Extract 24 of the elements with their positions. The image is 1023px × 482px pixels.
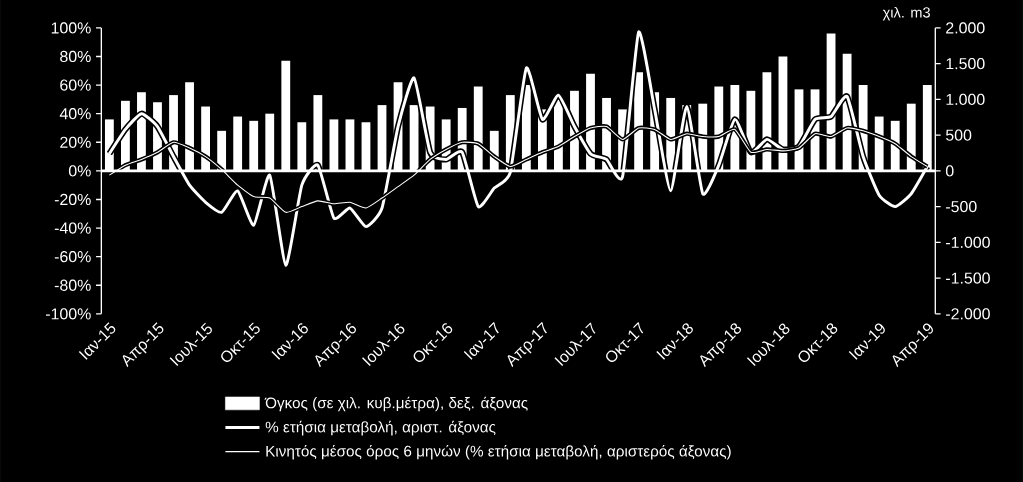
y-tick-label: -60% <box>54 250 91 263</box>
y2-tick-label: 1.500 <box>946 57 985 70</box>
y-tick-label: -20% <box>54 193 91 205</box>
y2-tick-label: 1.000 <box>946 93 985 105</box>
y2-tick-label: -1.000 <box>946 236 990 248</box>
y-tick-label: -40% <box>54 222 91 234</box>
y2-tick-label: -2.000 <box>946 308 990 320</box>
y-tick-label: -100% <box>45 308 91 320</box>
y-tick-label: 0% <box>68 165 91 177</box>
y-tick-label: 40% <box>59 107 91 120</box>
y2-tick-label: 2.000 <box>946 22 985 34</box>
y-tick-label: 60% <box>60 79 91 91</box>
y-tick-label: -80% <box>54 279 91 291</box>
y2-axis-title: χιλ. m3 <box>882 6 930 21</box>
y2-tick-label: 0 <box>945 165 954 177</box>
y2-tick-label: -1.500 <box>946 272 990 284</box>
legend-label: Κινητός μέσος όρος 6 μηνών (% ετήσια μεταβολή, αριστερός άξονας) <box>266 444 731 460</box>
legend-label: Όγκος (σε χιλ. κυβ.μέτρα), δεξ. άξονας <box>264 396 528 412</box>
y-tick-label: 20% <box>60 136 91 148</box>
y2-tick-label: 500 <box>945 129 972 141</box>
y2-tick-label: -500 <box>946 200 977 213</box>
legend-label: % ετήσια μεταβολή, αριστ. άξονας <box>265 420 496 436</box>
y-tick-label: 100% <box>51 22 91 34</box>
y-tick-label: 80% <box>60 50 91 63</box>
